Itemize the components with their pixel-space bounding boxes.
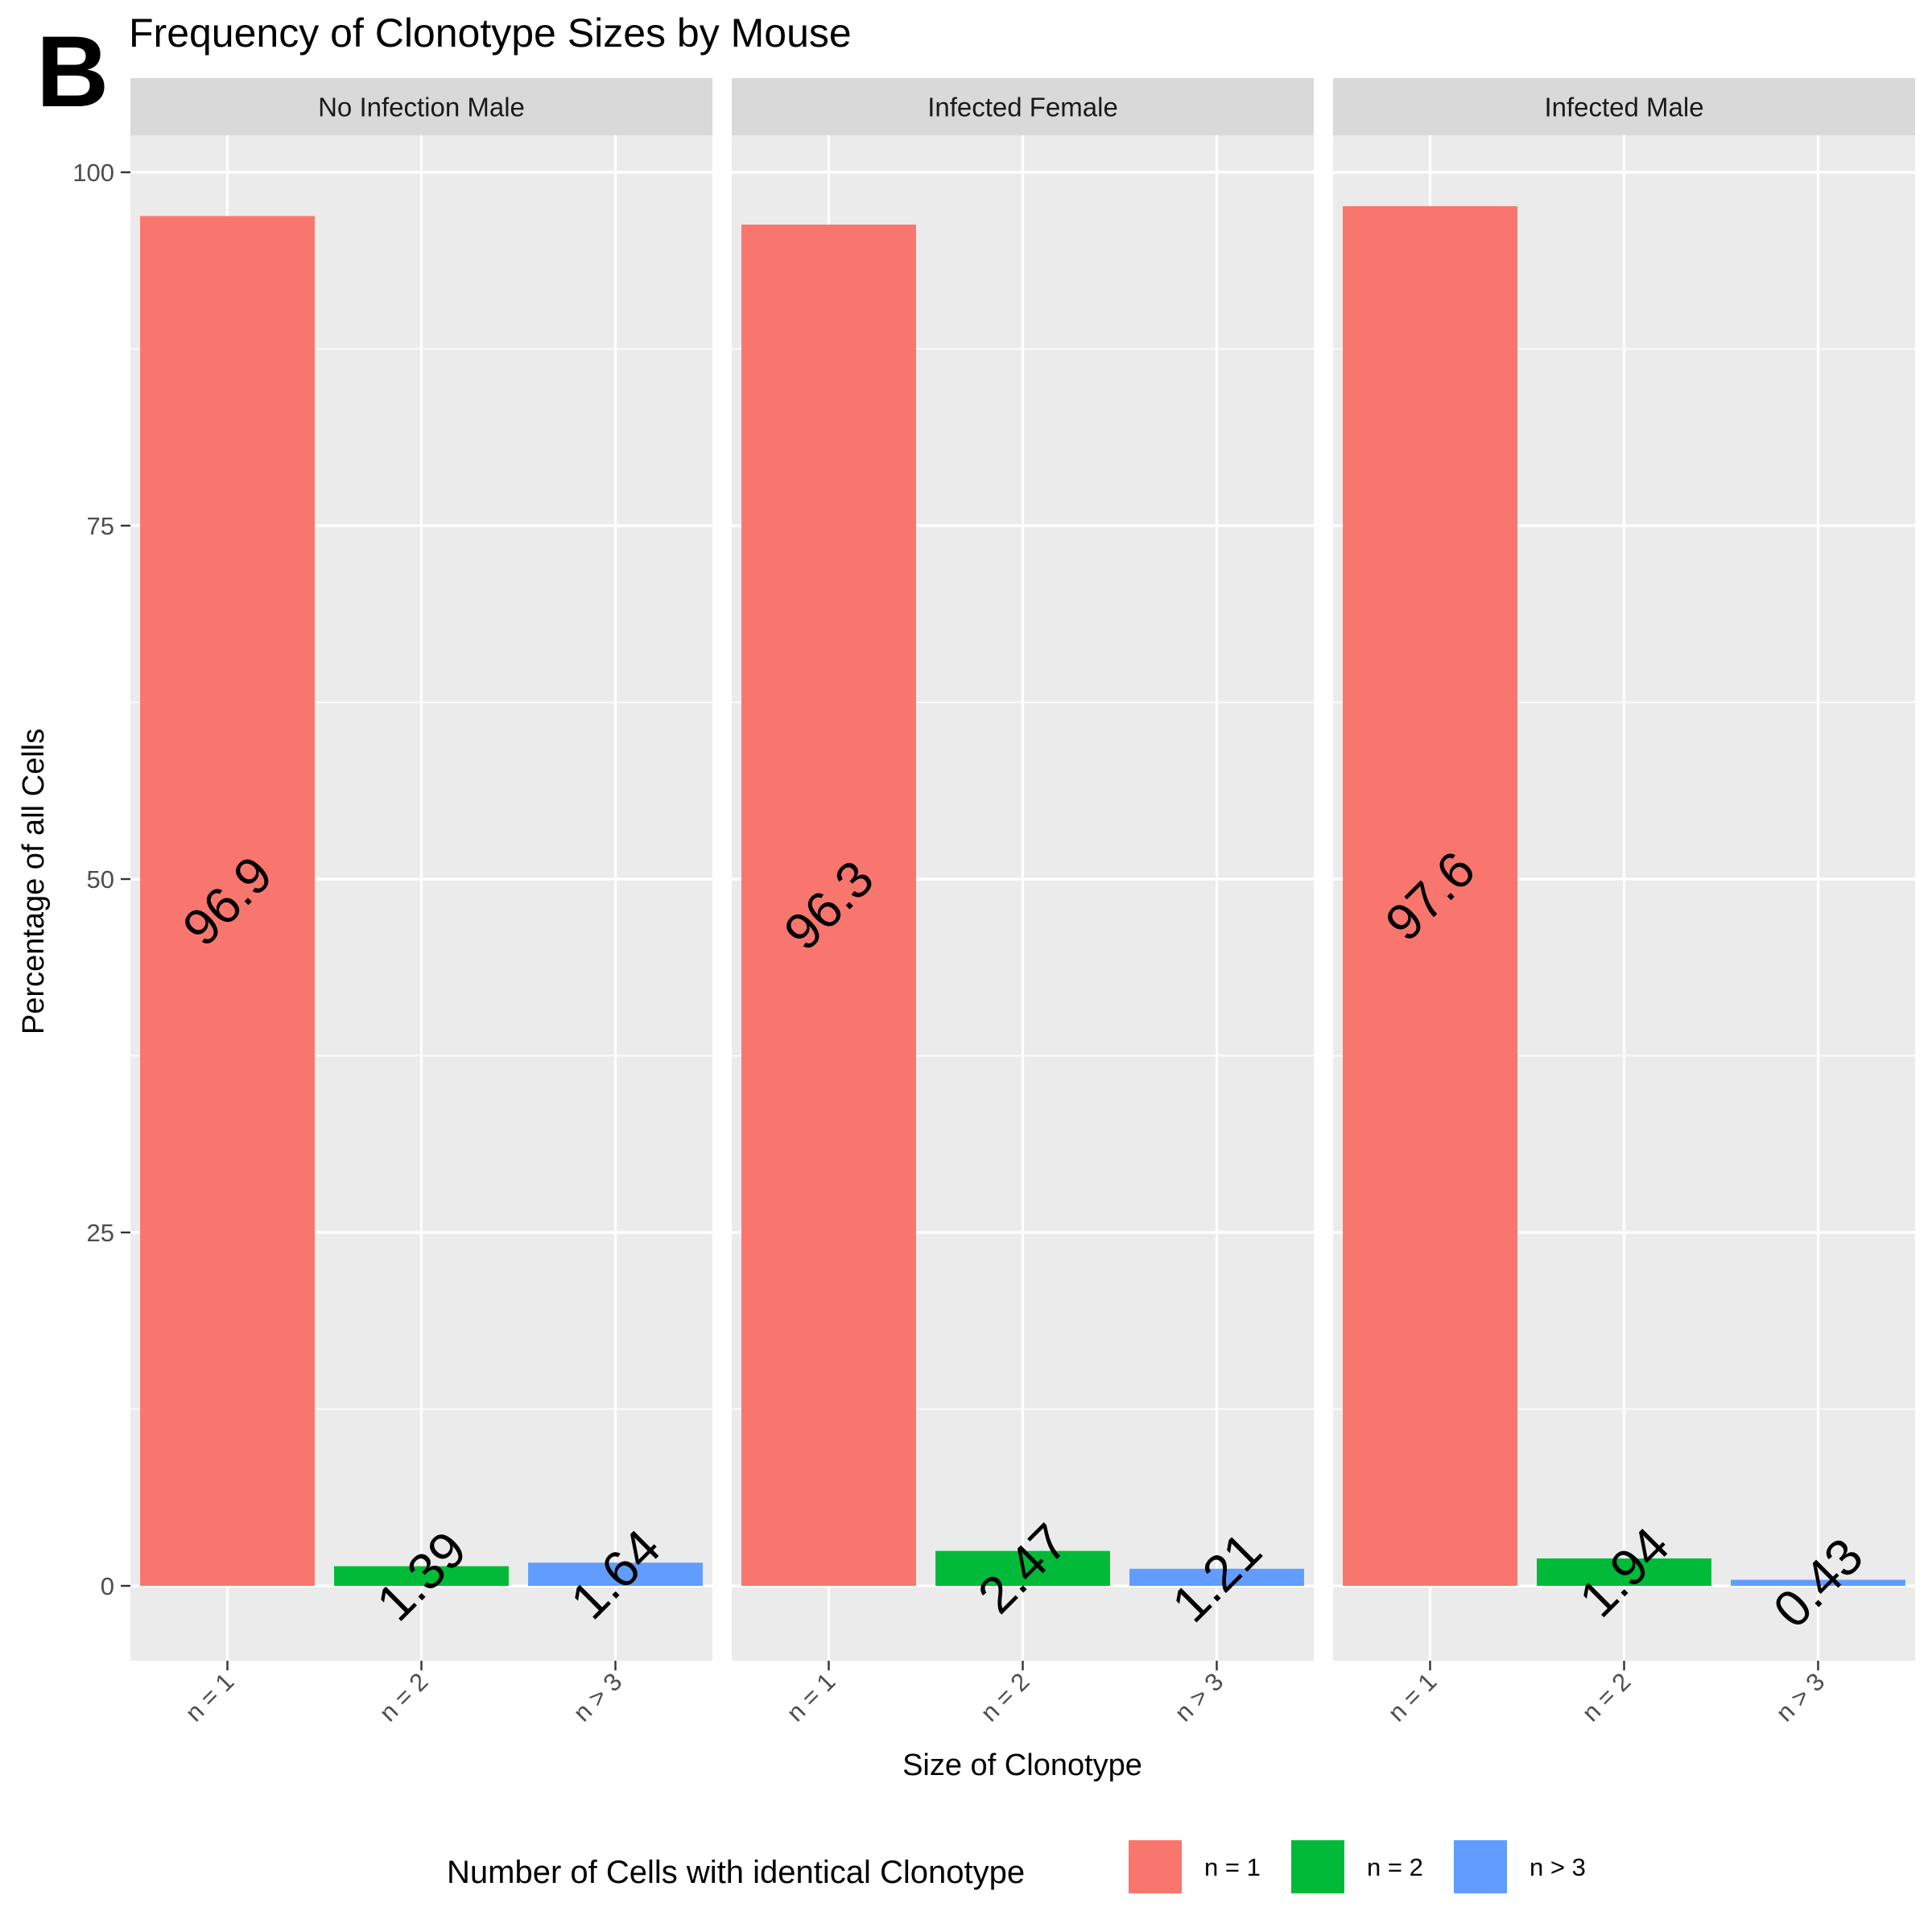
legend: Number of Cells with identical Clonotype… xyxy=(447,1840,1586,1893)
bar xyxy=(741,224,916,1587)
y-tick-label: 50 xyxy=(87,865,114,894)
y-tick-label: 100 xyxy=(72,159,114,187)
bar xyxy=(334,1566,509,1586)
bar xyxy=(528,1563,703,1586)
bar xyxy=(1129,1568,1304,1586)
y-tick-label: 75 xyxy=(87,512,114,540)
facet-label: Infected Male xyxy=(1544,93,1703,122)
facet-strip xyxy=(1333,78,1915,135)
legend-entry-label: n = 1 xyxy=(1204,1853,1261,1881)
y-axis: 0 25 50 75 100 xyxy=(72,159,130,1600)
legend-key xyxy=(1291,1840,1344,1893)
bar xyxy=(1537,1558,1711,1586)
legend-title: Number of Cells with identical Clonotype xyxy=(447,1855,1025,1890)
bar xyxy=(935,1550,1110,1586)
y-axis-label: Percentage of all Cells xyxy=(17,729,51,1034)
legend-key xyxy=(1454,1840,1507,1893)
x-axis-label: Size of Clonotype xyxy=(902,1748,1142,1782)
bar xyxy=(1343,206,1517,1586)
legend-entry-label: n = 2 xyxy=(1367,1853,1423,1881)
facet-strip xyxy=(732,78,1314,135)
y-tick-label: 0 xyxy=(101,1572,114,1600)
legend-key xyxy=(1129,1840,1182,1893)
chart-title: Frequency of Clonotype Sizes by Mouse xyxy=(129,10,852,56)
panel-letter: B xyxy=(36,16,109,128)
facet-strip xyxy=(130,78,712,135)
facet-label: Infected Female xyxy=(927,93,1118,122)
bar xyxy=(140,216,315,1586)
legend-entry-label: n > 3 xyxy=(1530,1853,1586,1881)
bar xyxy=(1731,1579,1905,1586)
facet-label: No Infection Male xyxy=(318,93,525,122)
y-tick-label: 25 xyxy=(87,1219,114,1247)
